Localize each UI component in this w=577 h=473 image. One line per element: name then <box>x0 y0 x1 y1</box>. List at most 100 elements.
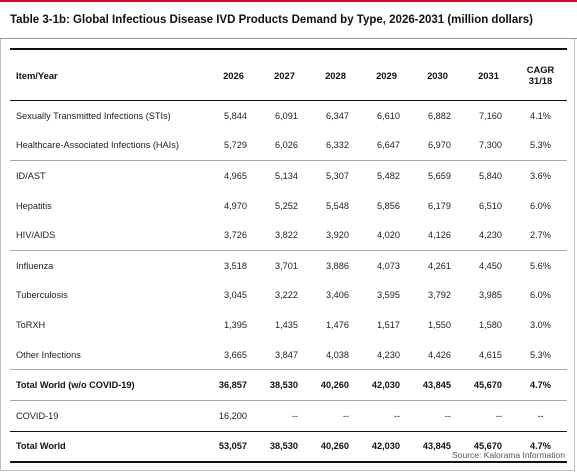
row-cagr: 3.0% <box>530 319 551 330</box>
row-value: -- <box>444 410 451 421</box>
header-year: 2029 <box>361 48 412 101</box>
row-value: 4,261 <box>428 260 451 271</box>
row-value: 6,332 <box>310 130 361 162</box>
header-row: Item/Year 2026 2027 2028 2029 2030 2031 … <box>10 48 567 101</box>
row-value: 1,517 <box>377 319 400 330</box>
row-label: Total World <box>10 430 208 464</box>
row-label: Healthcare-Associated Infections (HAIs) <box>10 130 208 162</box>
header-year: 2026 <box>208 48 259 101</box>
row-cagr: 4.7% <box>514 369 567 401</box>
row-value: 6,647 <box>361 130 412 162</box>
header-cagr-line2: 31/18 <box>528 75 553 86</box>
row-value: 3,726 <box>208 220 259 251</box>
row-label: ToRXH <box>16 319 46 330</box>
row-cagr: 2.7% <box>514 220 567 251</box>
row-value: 5,856 <box>377 200 400 211</box>
row-value: 43,845 <box>412 369 463 401</box>
header-item: Item/Year <box>10 48 208 101</box>
row-value: 5,307 <box>326 170 349 181</box>
row-value: 4,038 <box>310 339 361 371</box>
row-cagr: 3.6% <box>530 170 551 181</box>
row-value: 3,822 <box>259 220 310 251</box>
source-note: Source: Kalorama Information <box>452 450 565 460</box>
row-value: 45,670 <box>463 369 514 401</box>
row-value: 16,200 <box>218 410 247 421</box>
row-value: 4,230 <box>361 339 412 371</box>
row-value: 1,476 <box>326 319 349 330</box>
row-value: 1,435 <box>275 319 298 330</box>
table-row: Healthcare-Associated Infections (HAIs) 5… <box>10 130 567 162</box>
row-cagr: 4.1% <box>530 110 551 121</box>
row-value: 6,179 <box>428 200 451 211</box>
row-value: 4,615 <box>463 339 514 371</box>
row-label: Other Infections <box>10 339 208 371</box>
table-row: HIV/AIDS 3,726 3,822 3,920 4,020 4,126 4,230 2.… <box>10 220 567 251</box>
table-row: Other Infections 3,665 3,847 4,038 4,230 4,42… <box>10 339 567 371</box>
row-value: 3,847 <box>259 339 310 371</box>
row-value: 38,530 <box>259 369 310 401</box>
row-cagr: 4.7% <box>514 430 567 464</box>
row-value: 43,845 <box>412 430 463 464</box>
row-cagr: 6.0% <box>530 290 551 301</box>
row-cagr: 5.3% <box>514 339 567 371</box>
row-value: 3,665 <box>208 339 259 371</box>
row-value: 5,840 <box>479 170 502 181</box>
demand-table: Item/Year 2026 2027 2028 2029 2030 2031 … <box>10 48 567 464</box>
row-value: 5,548 <box>326 200 349 211</box>
row-value: 45,670 <box>463 430 514 464</box>
table-row: ID/AST 4,965 5,134 5,307 5,482 5,659 5,840 3.6% <box>10 161 567 191</box>
table-row: Sexually Transmitted Infections (STIs) 5,… <box>10 101 567 131</box>
row-value: 6,091 <box>275 110 298 121</box>
table-row: Total World (w/o COVID-19) 36,857 38,530 40… <box>10 369 567 401</box>
table-row: Tuberculosis 3,045 3,222 3,406 3,595 3,792 3,9… <box>10 281 567 311</box>
row-value: 5,134 <box>275 170 298 181</box>
title-divider <box>0 38 577 39</box>
row-label: Total World (w/o COVID-19) <box>10 369 208 401</box>
row-value: 1,550 <box>428 319 451 330</box>
row-value: 53,057 <box>208 430 259 464</box>
row-value: 6,970 <box>412 130 463 162</box>
row-value: 1,395 <box>224 319 247 330</box>
header-year: 2027 <box>259 48 310 101</box>
row-value: 3,518 <box>224 260 247 271</box>
row-value: 3,886 <box>326 260 349 271</box>
row-value: 4,426 <box>412 339 463 371</box>
row-value: 5,659 <box>428 170 451 181</box>
row-value: 3,222 <box>275 290 298 301</box>
row-cagr: 6.0% <box>530 200 551 211</box>
row-value: 3,985 <box>479 290 502 301</box>
row-value: 1,580 <box>479 319 502 330</box>
row-value: 4,965 <box>224 170 247 181</box>
row-value: 40,260 <box>310 430 361 464</box>
header-cagr-line1: CAGR <box>526 64 555 75</box>
table-row: Influenza 3,518 3,701 3,886 4,073 4,261 4,450 5… <box>10 250 567 280</box>
row-value: 4,970 <box>224 200 247 211</box>
row-value: 5,844 <box>224 110 247 121</box>
row-cagr: 5.6% <box>530 260 551 271</box>
row-value: 4,126 <box>412 220 463 251</box>
row-value: 4,073 <box>377 260 400 271</box>
row-value: 38,530 <box>259 430 310 464</box>
row-value: 5,482 <box>377 170 400 181</box>
row-label: ID/AST <box>16 170 46 181</box>
row-value: 3,595 <box>377 290 400 301</box>
row-value: 6,882 <box>428 110 451 121</box>
row-value: -- <box>342 410 349 421</box>
row-cagr: 5.3% <box>514 130 567 162</box>
row-label: HIV/AIDS <box>10 220 208 251</box>
row-value: 4,020 <box>361 220 412 251</box>
row-label: Influenza <box>16 260 54 271</box>
row-label: Sexually Transmitted Infections (STIs) <box>16 110 171 121</box>
row-value: 42,030 <box>361 430 412 464</box>
table-row: COVID-19 16,200 -- -- -- -- -- -- <box>10 400 567 431</box>
row-value: 6,510 <box>479 200 502 211</box>
row-value: 3,701 <box>275 260 298 271</box>
row-value: 5,729 <box>208 130 259 162</box>
row-value: 7,300 <box>463 130 514 162</box>
row-value: -- <box>291 410 298 421</box>
row-value: 6,610 <box>377 110 400 121</box>
header-year: 2028 <box>310 48 361 101</box>
row-label: Tuberculosis <box>16 290 68 301</box>
table-row: Hepatitis 4,970 5,252 5,548 5,856 6,179 6,510 6… <box>10 191 567 221</box>
row-value: 3,920 <box>310 220 361 251</box>
